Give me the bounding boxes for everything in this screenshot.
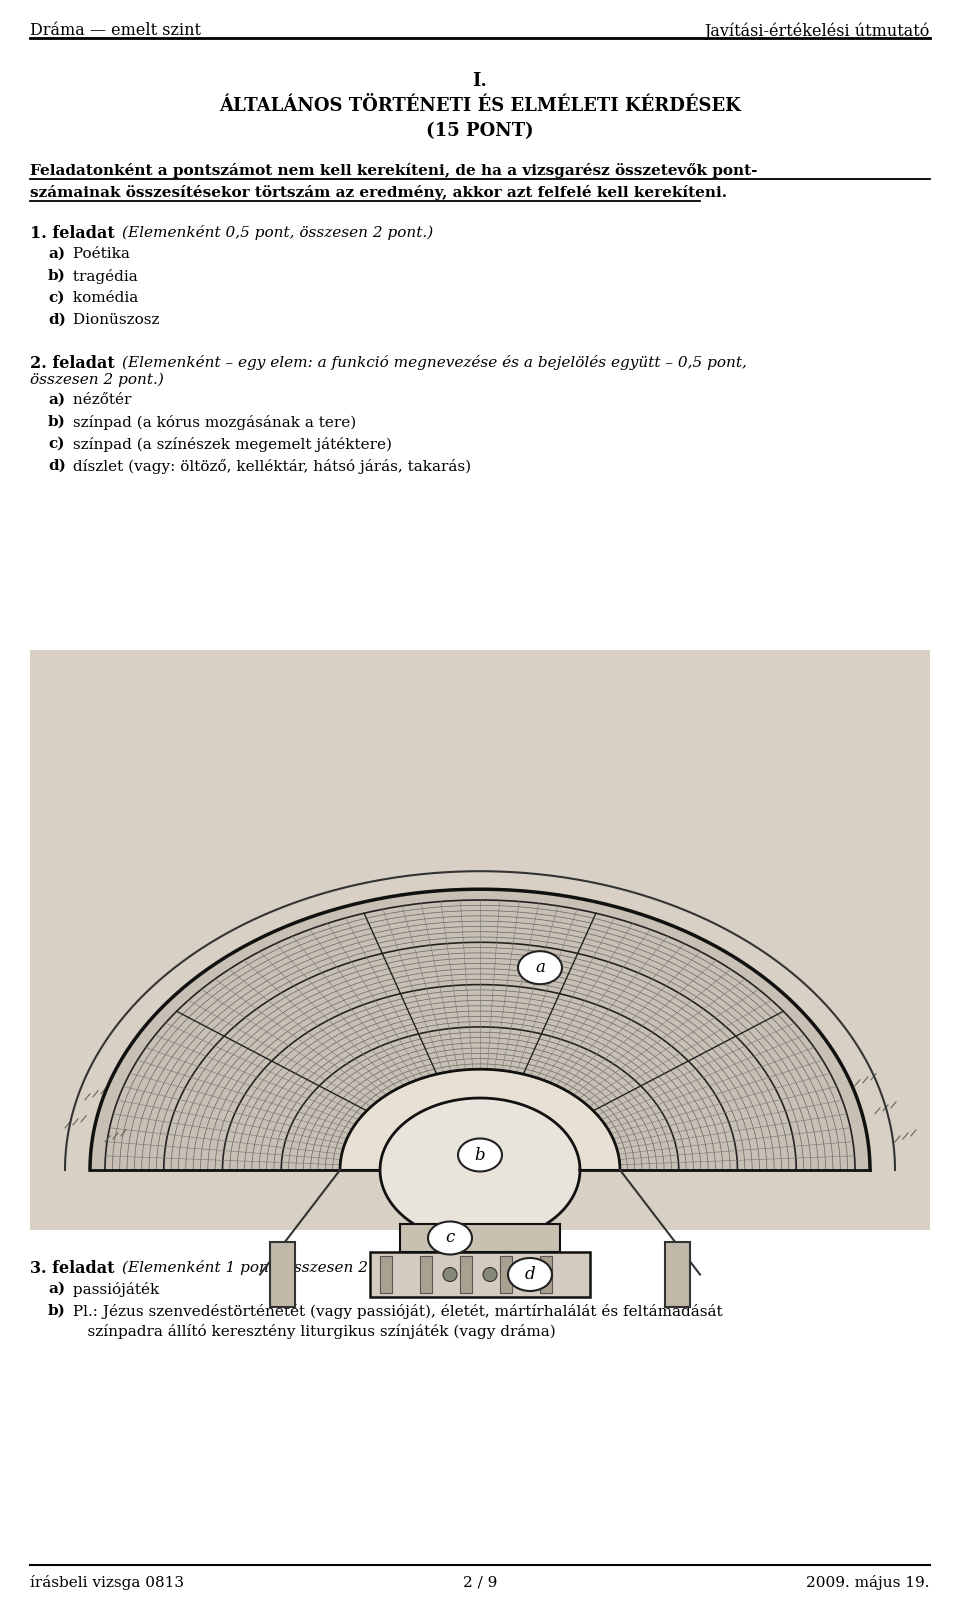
Text: c): c): [48, 438, 64, 451]
Text: b): b): [48, 415, 66, 430]
Text: d): d): [48, 459, 66, 473]
Text: komédia: komédia: [68, 291, 138, 306]
Text: a): a): [48, 248, 65, 261]
Text: c: c: [445, 1229, 455, 1247]
Ellipse shape: [518, 951, 562, 985]
Text: I.: I.: [472, 72, 488, 90]
Text: a): a): [48, 1282, 65, 1295]
Ellipse shape: [508, 1258, 552, 1290]
Bar: [665, 1242, 690, 1307]
Text: c): c): [48, 291, 64, 306]
Text: Feladatonként a pontszámot nem kell kerekíteni, de ha a vizsgarész összetevők po: Feladatonként a pontszámot nem kell kere…: [30, 163, 757, 179]
Text: Poétika: Poétika: [68, 248, 130, 261]
Text: 3. feladat: 3. feladat: [30, 1260, 120, 1278]
Bar: [540, 1257, 552, 1294]
Text: d: d: [525, 1266, 536, 1282]
Bar: [380, 1257, 392, 1294]
Text: 2009. május 19.: 2009. május 19.: [806, 1575, 930, 1590]
Bar: [270, 1242, 295, 1307]
Ellipse shape: [428, 1221, 472, 1255]
Ellipse shape: [458, 1139, 502, 1171]
Text: (Elemenként – egy elem: a funkció megnevezése és a bejelölés együtt – 0,5 pont,: (Elemenként – egy elem: a funkció megnev…: [122, 356, 747, 370]
Text: színpad (a színészek megemelt játéktere): színpad (a színészek megemelt játéktere): [68, 438, 392, 452]
Text: színpadra állító keresztény liturgikus színjáték (vagy dráma): színpadra állító keresztény liturgikus s…: [68, 1324, 556, 1339]
Text: színpad (a kórus mozgásának a tere): színpad (a kórus mozgásának a tere): [68, 415, 356, 430]
Text: a: a: [535, 959, 545, 977]
Text: 2 / 9: 2 / 9: [463, 1575, 497, 1590]
Circle shape: [443, 1268, 457, 1281]
Text: a): a): [48, 393, 65, 407]
Text: d): d): [48, 314, 66, 327]
Circle shape: [483, 1268, 497, 1281]
Text: írásbeli vizsga 0813: írásbeli vizsga 0813: [30, 1575, 184, 1590]
Bar: [420, 1257, 432, 1294]
Bar: [30, 650, 930, 1229]
Bar: [500, 1257, 512, 1294]
Bar: [370, 1252, 590, 1297]
Text: díszlet (vagy: öltöző, kelléktár, hátsó járás, takarás): díszlet (vagy: öltöző, kelléktár, hátsó …: [68, 459, 471, 475]
Text: b: b: [474, 1147, 486, 1163]
Text: Javítási-értékelési útmutató: Javítási-értékelési útmutató: [705, 23, 930, 40]
Text: Dionüszosz: Dionüszosz: [68, 314, 159, 327]
Text: passiójáték: passiójáték: [68, 1282, 159, 1297]
Bar: [400, 1224, 560, 1252]
Text: Pl.: Jézus szenvedéstörténetét (vagy passióját), életét, mártírhalálát és feltám: Pl.: Jézus szenvedéstörténetét (vagy pas…: [68, 1303, 723, 1319]
Polygon shape: [340, 1070, 620, 1170]
Text: (15 PONT): (15 PONT): [426, 122, 534, 140]
Text: összesen 2 pont.): összesen 2 pont.): [30, 373, 164, 388]
Polygon shape: [380, 1097, 580, 1242]
Text: ÁLTALÁNOS TÖRTÉNETI ÉS ELMÉLETI KÉRDÉSEK: ÁLTALÁNOS TÖRTÉNETI ÉS ELMÉLETI KÉRDÉSEK: [219, 97, 741, 114]
Text: 1. feladat: 1. feladat: [30, 225, 120, 241]
Bar: [460, 1257, 472, 1294]
Text: b): b): [48, 1303, 66, 1318]
Text: számainak összesítésekor törtszám az eredmény, akkor azt felfelé kell kerekíteni: számainak összesítésekor törtszám az ere…: [30, 185, 727, 200]
Text: (Elemenként 0,5 pont, összesen 2 pont.): (Elemenként 0,5 pont, összesen 2 pont.): [122, 225, 433, 240]
Polygon shape: [90, 890, 870, 1170]
Text: (Elemenként 1 pont, összesen 2 pont.): (Elemenként 1 pont, összesen 2 pont.): [122, 1260, 419, 1274]
Text: Dráma — emelt szint: Dráma — emelt szint: [30, 23, 201, 39]
Text: tragédia: tragédia: [68, 269, 137, 285]
Text: 2. feladat: 2. feladat: [30, 356, 120, 372]
Text: nézőtér: nézőtér: [68, 393, 132, 407]
Text: b): b): [48, 269, 66, 283]
